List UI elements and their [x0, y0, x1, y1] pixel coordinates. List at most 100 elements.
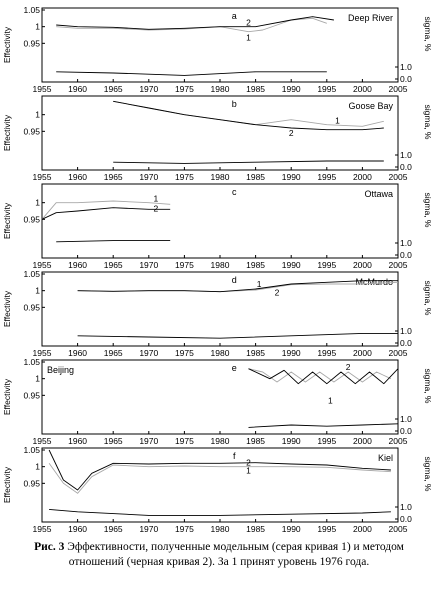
x-tick-label: 1960: [68, 260, 87, 270]
sigma-line: [49, 508, 391, 516]
x-tick-label: 1955: [33, 348, 52, 358]
panel-e: 1955 1960 1965 1970 1975 1980 1985 1990 1995 2000…: [2, 357, 433, 446]
y2-axis-label: sigma, %: [423, 457, 433, 492]
curve-label: 2: [275, 287, 280, 297]
y2-tick-label: 1.0: [400, 238, 412, 248]
y-tick-label: 0.95: [23, 478, 40, 488]
station-name: Goose Bay: [348, 101, 393, 111]
panel-letter: e: [232, 363, 237, 373]
y-tick-label: 1.05: [23, 5, 40, 15]
series-1-line: [48, 463, 391, 494]
x-tick-label: 1970: [139, 524, 158, 534]
y-axis-label: Effectivity: [2, 114, 12, 151]
plot-frame: [41, 447, 399, 523]
series-2-line: [248, 368, 399, 385]
station-name: Ottawa: [364, 189, 393, 199]
y-axis-label: Effectivity: [2, 202, 12, 239]
y-tick-label: 1: [35, 110, 40, 120]
x-tick-label: 1970: [139, 172, 158, 182]
x-tick-label: 2005: [389, 260, 408, 270]
x-tick-label: 1965: [104, 436, 123, 446]
y-tick-label: 0.95: [23, 38, 40, 48]
plot-frame: [41, 271, 399, 347]
y2-axis-label: sigma, %: [423, 17, 433, 52]
x-tick-label: 1980: [211, 260, 230, 270]
x-tick-label: 2005: [389, 524, 408, 534]
panel-letter: c: [232, 187, 237, 197]
y-tick-label: 1.05: [23, 269, 40, 279]
x-tick-label: 1965: [104, 84, 123, 94]
x-tick-label: 2000: [353, 348, 372, 358]
panel-c: 1955 1960 1965 1970 1975 1980 1985 1990 1995 2000…: [2, 183, 433, 270]
station-name: Kiel: [378, 453, 393, 463]
station-name: Beijing: [47, 365, 74, 375]
x-tick-label: 1980: [211, 524, 230, 534]
x-tick-label: 1965: [104, 172, 123, 182]
curve-label: 1: [257, 279, 262, 289]
panel-letter: d: [232, 275, 237, 285]
series-2-line: [41, 207, 171, 220]
plot-frame: [41, 95, 399, 171]
curve-label: 2: [246, 18, 251, 28]
curve-label: 2: [289, 128, 294, 138]
x-tick-label: 1990: [282, 348, 301, 358]
panel-letter: b: [232, 99, 237, 109]
y2-axis-label: sigma, %: [423, 281, 433, 316]
y-tick-label: 1: [35, 462, 40, 472]
x-tick-label: 1975: [175, 172, 194, 182]
x-tick-label: 2005: [389, 348, 408, 358]
x-tick-label: 1980: [211, 348, 230, 358]
x-tick-label: 1995: [317, 524, 336, 534]
x-tick-label: 1970: [139, 436, 158, 446]
x-tick-label: 1980: [211, 84, 230, 94]
y-axis-label: Effectivity: [2, 378, 12, 415]
y2-tick-label: 0.0: [400, 514, 412, 524]
series-1-line: [248, 368, 392, 383]
x-tick-label: 1985: [246, 84, 265, 94]
y2-tick-label: 1.0: [400, 502, 412, 512]
y-tick-label: 1.05: [23, 357, 40, 367]
caption-prefix: Рис. 3: [34, 541, 65, 553]
x-tick-label: 2000: [353, 524, 372, 534]
curve-label: 1: [335, 115, 340, 125]
x-tick-label: 1955: [33, 260, 52, 270]
x-tick-label: 1970: [139, 260, 158, 270]
x-tick-label: 1980: [211, 436, 230, 446]
y2-tick-label: 1.0: [400, 414, 412, 424]
x-tick-label: 1955: [33, 172, 52, 182]
x-tick-label: 1955: [33, 524, 52, 534]
x-tick-label: 1960: [68, 84, 87, 94]
x-tick-label: 1960: [68, 172, 87, 182]
panel-a: 1955 1960 1965 1970 1975 1980 1985 1990 1995 2000…: [2, 5, 433, 94]
y2-tick-label: 0.0: [400, 426, 412, 436]
panel-b: 1955 1960 1965 1970 1975 1980 1985 1990 1995 2000…: [2, 95, 433, 182]
figure: 1955 1960 1965 1970 1975 1980 1985 1990 1995 2000…: [2, 5, 433, 534]
y-axis-label: Effectivity: [2, 466, 12, 503]
station-name: McMurdo: [355, 277, 393, 287]
sigma-line: [56, 71, 327, 76]
x-tick-label: 1955: [33, 84, 52, 94]
y2-axis-label: sigma, %: [423, 193, 433, 228]
x-tick-label: 2005: [389, 172, 408, 182]
y-tick-label: 1: [35, 286, 40, 296]
y-tick-label: 1: [35, 198, 40, 208]
y-tick-label: 1.05: [23, 445, 40, 455]
x-tick-label: 1995: [317, 172, 336, 182]
series-1-line: [113, 100, 384, 127]
x-tick-label: 1985: [246, 436, 265, 446]
y-tick-label: 1: [35, 22, 40, 32]
panel-letter: a: [232, 11, 237, 21]
y-tick-label: 1: [35, 374, 40, 384]
y-tick-label: 0.95: [23, 390, 40, 400]
x-tick-label: 1975: [175, 84, 194, 94]
y2-tick-label: 0.0: [400, 250, 412, 260]
y-axis-label: Effectivity: [2, 290, 12, 327]
curve-label: 1: [246, 32, 251, 42]
y-tick-label: 0.95: [23, 126, 40, 136]
x-tick-label: 1990: [282, 84, 301, 94]
x-tick-label: 1975: [175, 524, 194, 534]
x-tick-label: 1965: [104, 348, 123, 358]
x-tick-label: 1995: [317, 348, 336, 358]
y2-tick-label: 1.0: [400, 62, 412, 72]
sigma-line: [56, 240, 171, 243]
